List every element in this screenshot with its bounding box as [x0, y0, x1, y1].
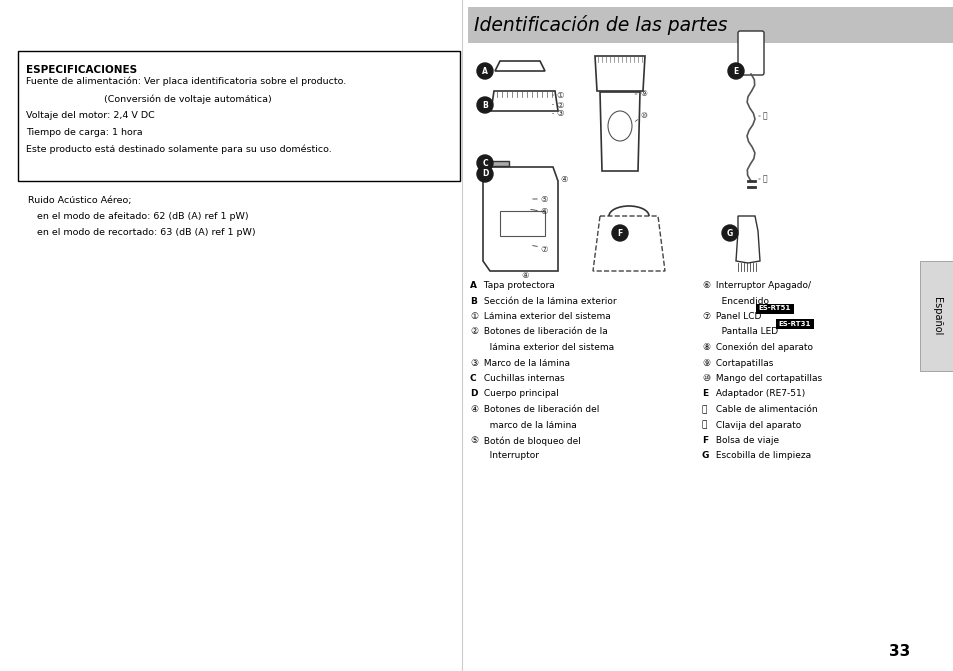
- Text: ⑫: ⑫: [701, 421, 706, 429]
- Text: ⑨: ⑨: [639, 89, 646, 99]
- FancyBboxPatch shape: [468, 7, 953, 43]
- Text: Pantalla LED: Pantalla LED: [712, 327, 781, 336]
- Text: Fuente de alimentación: Ver placa identificatoria sobre el producto.: Fuente de alimentación: Ver placa identi…: [26, 77, 346, 87]
- Text: marco de la lámina: marco de la lámina: [480, 421, 577, 429]
- Circle shape: [727, 63, 743, 79]
- Circle shape: [476, 63, 493, 79]
- Text: Sección de la lámina exterior: Sección de la lámina exterior: [480, 297, 616, 305]
- Text: Bolsa de viaje: Bolsa de viaje: [712, 436, 779, 445]
- Text: B: B: [481, 101, 487, 109]
- Text: Interruptor Apagado/: Interruptor Apagado/: [712, 281, 810, 290]
- FancyBboxPatch shape: [756, 303, 793, 313]
- Text: Cortapatillas: Cortapatillas: [712, 358, 773, 368]
- Text: en el modo de afeitado: 62 (dB (A) ref 1 pW): en el modo de afeitado: 62 (dB (A) ref 1…: [28, 212, 249, 221]
- Circle shape: [612, 225, 627, 241]
- FancyBboxPatch shape: [18, 51, 459, 181]
- Text: Escobilla de limpieza: Escobilla de limpieza: [712, 452, 810, 460]
- Text: ⑪: ⑪: [701, 405, 706, 414]
- Text: D: D: [481, 170, 488, 178]
- Text: ⑥: ⑥: [539, 207, 547, 215]
- Text: ⑧: ⑧: [520, 271, 528, 280]
- Text: ④: ④: [559, 174, 567, 183]
- Text: ⑥: ⑥: [701, 281, 709, 290]
- Text: Botones de liberación del: Botones de liberación del: [480, 405, 598, 414]
- FancyBboxPatch shape: [738, 31, 763, 75]
- Text: D: D: [470, 389, 477, 399]
- Text: E: E: [733, 66, 738, 76]
- Polygon shape: [489, 161, 509, 166]
- Text: Clavija del aparato: Clavija del aparato: [712, 421, 801, 429]
- Text: en el modo de recortado: 63 (dB (A) ref 1 pW): en el modo de recortado: 63 (dB (A) ref …: [28, 228, 255, 237]
- Text: A: A: [481, 66, 487, 76]
- Text: Botón de bloqueo del: Botón de bloqueo del: [480, 436, 580, 446]
- Text: ⑤: ⑤: [539, 195, 547, 203]
- Text: Adaptador (RE7-51): Adaptador (RE7-51): [712, 389, 804, 399]
- Text: A: A: [470, 281, 476, 290]
- Text: Marco de la lámina: Marco de la lámina: [480, 358, 569, 368]
- Circle shape: [476, 155, 493, 171]
- Text: ③: ③: [556, 109, 563, 119]
- FancyBboxPatch shape: [919, 261, 953, 371]
- Text: Cuerpo principal: Cuerpo principal: [480, 389, 558, 399]
- Text: Tiempo de carga: 1 hora: Tiempo de carga: 1 hora: [26, 128, 143, 137]
- Text: E: E: [701, 389, 707, 399]
- Text: G: G: [701, 452, 709, 460]
- Text: ①: ①: [556, 91, 563, 101]
- Text: Encendido: Encendido: [712, 297, 768, 305]
- FancyBboxPatch shape: [776, 319, 813, 329]
- Text: ①: ①: [470, 312, 477, 321]
- Text: G: G: [726, 229, 732, 238]
- Text: ES-RT31: ES-RT31: [778, 321, 809, 327]
- Circle shape: [476, 166, 493, 182]
- Text: Ruido Acústico Aéreo;: Ruido Acústico Aéreo;: [28, 196, 132, 205]
- Circle shape: [476, 97, 493, 113]
- Text: Tapa protectora: Tapa protectora: [480, 281, 554, 290]
- Text: ②: ②: [470, 327, 477, 336]
- Text: ESPECIFICACIONES: ESPECIFICACIONES: [26, 65, 137, 75]
- Text: ⑪: ⑪: [762, 111, 767, 121]
- Text: ⑫: ⑫: [762, 174, 767, 183]
- Text: Mango del cortapatillas: Mango del cortapatillas: [712, 374, 821, 383]
- Text: Botones de liberación de la: Botones de liberación de la: [480, 327, 607, 336]
- Text: 33: 33: [888, 644, 909, 659]
- Text: Interruptor: Interruptor: [480, 452, 538, 460]
- Text: ⑩: ⑩: [639, 111, 646, 121]
- Text: Voltaje del motor: 2,4 V DC: Voltaje del motor: 2,4 V DC: [26, 111, 154, 120]
- Text: Panel LCD: Panel LCD: [712, 312, 763, 321]
- Text: B: B: [470, 297, 476, 305]
- Text: Este producto está destinado solamente para su uso doméstico.: Este producto está destinado solamente p…: [26, 145, 332, 154]
- Text: ③: ③: [470, 358, 477, 368]
- Text: ⑧: ⑧: [701, 343, 709, 352]
- Text: C: C: [470, 374, 476, 383]
- Text: F: F: [617, 229, 622, 238]
- Circle shape: [721, 225, 738, 241]
- Text: F: F: [701, 436, 707, 445]
- Text: Lámina exterior del sistema: Lámina exterior del sistema: [480, 312, 610, 321]
- Text: ⑦: ⑦: [539, 244, 547, 254]
- Text: Conexión del aparato: Conexión del aparato: [712, 343, 812, 352]
- Text: (Conversión de voltaje automática): (Conversión de voltaje automática): [26, 94, 272, 103]
- Text: Identificación de las partes: Identificación de las partes: [474, 15, 727, 35]
- Text: ES-RT51: ES-RT51: [758, 305, 789, 311]
- Text: ⑩: ⑩: [701, 374, 709, 383]
- Text: lámina exterior del sistema: lámina exterior del sistema: [480, 343, 614, 352]
- Text: ⑤: ⑤: [470, 436, 477, 445]
- Text: ⑨: ⑨: [701, 358, 709, 368]
- Text: ②: ②: [556, 101, 563, 109]
- Text: Cable de alimentación: Cable de alimentación: [712, 405, 817, 414]
- Text: ④: ④: [470, 405, 477, 414]
- Text: ⑦: ⑦: [701, 312, 709, 321]
- Text: Español: Español: [931, 297, 941, 336]
- Text: Cuchillas internas: Cuchillas internas: [480, 374, 564, 383]
- Text: C: C: [481, 158, 487, 168]
